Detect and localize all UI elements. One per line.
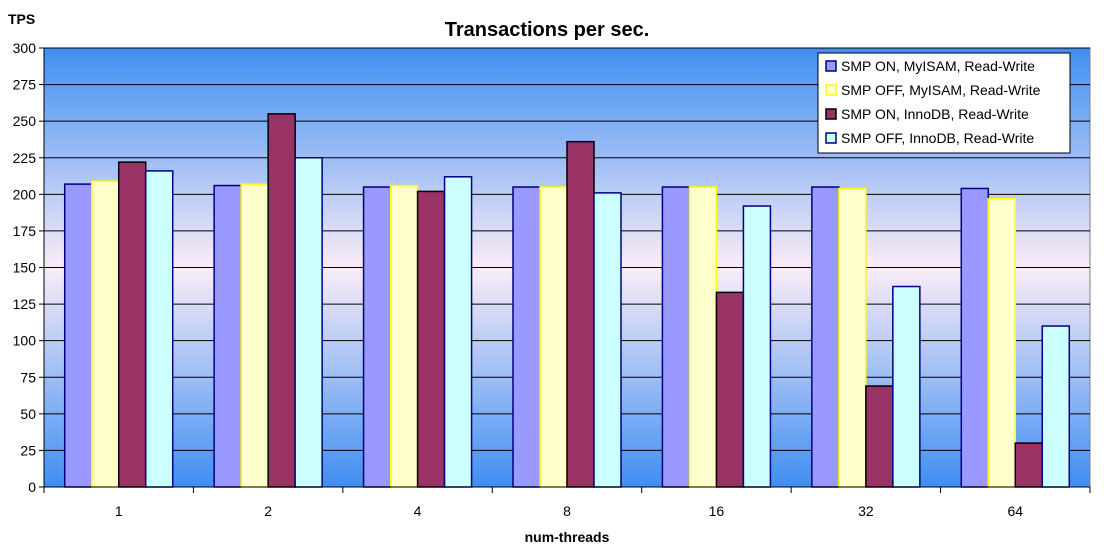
axes (39, 47, 1091, 493)
chart-title: Transactions per sec. (445, 19, 650, 41)
bar (213, 184, 242, 488)
bar (742, 205, 772, 488)
x-axis-title: num-threads (525, 529, 610, 545)
y-tick-labels: 0 25 50 75 100 125 150 175 200 225 250 275 300 (13, 40, 37, 495)
x-tick-label: 8 (563, 503, 571, 519)
bar (566, 140, 595, 488)
bar (892, 285, 921, 488)
bar (362, 186, 392, 488)
x-tick-label: 4 (414, 503, 422, 519)
y-tick-label: 175 (13, 223, 37, 239)
y-tick-label: 75 (20, 369, 36, 385)
bar (90, 180, 120, 488)
y-tick-label: 200 (13, 186, 37, 202)
bar (416, 190, 446, 488)
y-tick-label: 100 (13, 333, 37, 349)
bar (987, 197, 1017, 488)
x-tick-label: 2 (264, 503, 272, 519)
bar (267, 113, 296, 488)
bar (960, 187, 990, 488)
bars (63, 113, 1071, 488)
legend-swatch (825, 108, 837, 120)
x-tick-label: 16 (709, 503, 725, 519)
legend-swatch (825, 84, 837, 96)
bar (117, 161, 147, 488)
legend-label: SMP OFF, MyISAM, Read-Write (841, 82, 1041, 98)
bar (593, 192, 622, 488)
bar (1041, 325, 1071, 488)
bar (715, 291, 745, 488)
legend-label: SMP ON, InnoDB, Read-Write (841, 106, 1029, 122)
bar (294, 157, 323, 488)
bar (838, 187, 867, 488)
legend-swatch (825, 132, 837, 144)
bar (1014, 442, 1044, 488)
x-tick-label: 32 (858, 503, 874, 519)
y-tick-label: 50 (20, 406, 36, 422)
y-tick-label: 25 (20, 442, 36, 458)
bar (389, 184, 419, 488)
y-tick-label: 125 (13, 296, 37, 312)
y-axis-title: TPS (8, 11, 35, 27)
legend-box (817, 52, 1071, 154)
legend-label: SMP OFF, InnoDB, Read-Write (841, 130, 1034, 146)
y-tick-label: 0 (28, 479, 36, 495)
legend: SMP ON, MyISAM, Read-Write SMP OFF, MyISA… (817, 52, 1071, 154)
y-tick-label: 275 (13, 77, 37, 93)
bar (240, 183, 269, 488)
bar (443, 176, 473, 488)
bar (865, 385, 894, 488)
bar (811, 186, 840, 488)
x-tick-labels: 1 2 4 8 16 32 64 (115, 503, 1023, 519)
y-tick-label: 225 (13, 150, 37, 166)
bar (63, 183, 93, 488)
legend-swatch (825, 60, 837, 72)
bar (512, 186, 541, 488)
legend-label: SMP ON, MyISAM, Read-Write (841, 58, 1035, 74)
y-tick-label: 250 (13, 113, 37, 129)
y-tick-label: 150 (13, 260, 37, 276)
x-tick-label: 1 (115, 503, 123, 519)
bar (661, 186, 691, 488)
bar (539, 186, 568, 488)
bar (144, 170, 174, 488)
y-tick-label: 300 (13, 40, 37, 56)
x-tick-label: 64 (1007, 503, 1023, 519)
bar (688, 186, 718, 488)
